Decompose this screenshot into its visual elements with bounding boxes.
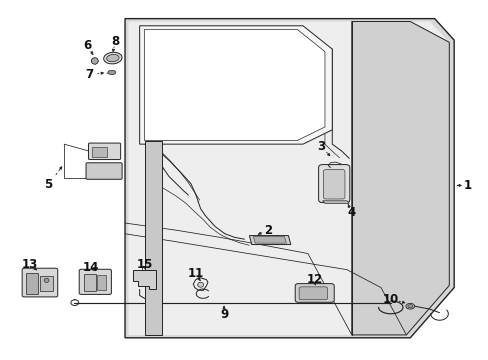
FancyBboxPatch shape	[79, 269, 111, 294]
Bar	[92, 147, 107, 157]
Polygon shape	[144, 140, 161, 335]
Text: 11: 11	[187, 267, 203, 280]
FancyBboxPatch shape	[22, 268, 58, 297]
FancyBboxPatch shape	[88, 143, 121, 159]
Text: 13: 13	[22, 258, 38, 271]
Text: 10: 10	[382, 293, 398, 306]
Text: 8: 8	[111, 35, 119, 49]
Text: 3: 3	[317, 140, 325, 153]
FancyBboxPatch shape	[299, 287, 327, 300]
FancyBboxPatch shape	[318, 165, 349, 203]
Bar	[26, 273, 38, 294]
Ellipse shape	[197, 282, 203, 287]
FancyBboxPatch shape	[295, 284, 333, 302]
Text: 1: 1	[463, 179, 471, 192]
Polygon shape	[253, 237, 286, 243]
Polygon shape	[133, 270, 156, 289]
Ellipse shape	[103, 52, 122, 64]
Polygon shape	[140, 26, 331, 144]
Polygon shape	[322, 201, 348, 203]
Text: 12: 12	[306, 273, 323, 286]
Text: 14: 14	[82, 261, 99, 274]
Polygon shape	[351, 22, 448, 335]
Polygon shape	[249, 235, 290, 244]
FancyBboxPatch shape	[86, 163, 122, 179]
Ellipse shape	[405, 303, 414, 309]
Text: 6: 6	[83, 39, 91, 52]
Polygon shape	[144, 30, 325, 140]
Bar	[97, 275, 106, 290]
Text: 15: 15	[137, 258, 153, 271]
Ellipse shape	[108, 70, 116, 75]
Text: 2: 2	[264, 224, 271, 237]
Bar	[40, 276, 53, 291]
Ellipse shape	[407, 305, 412, 308]
Text: 7: 7	[85, 68, 93, 81]
Ellipse shape	[44, 278, 49, 283]
FancyBboxPatch shape	[323, 170, 344, 199]
Ellipse shape	[91, 58, 98, 64]
Bar	[83, 274, 96, 291]
Ellipse shape	[106, 54, 119, 62]
Text: 5: 5	[44, 178, 53, 191]
Polygon shape	[125, 19, 453, 338]
Text: 9: 9	[220, 308, 228, 321]
Text: 4: 4	[347, 207, 355, 220]
Polygon shape	[128, 22, 448, 335]
